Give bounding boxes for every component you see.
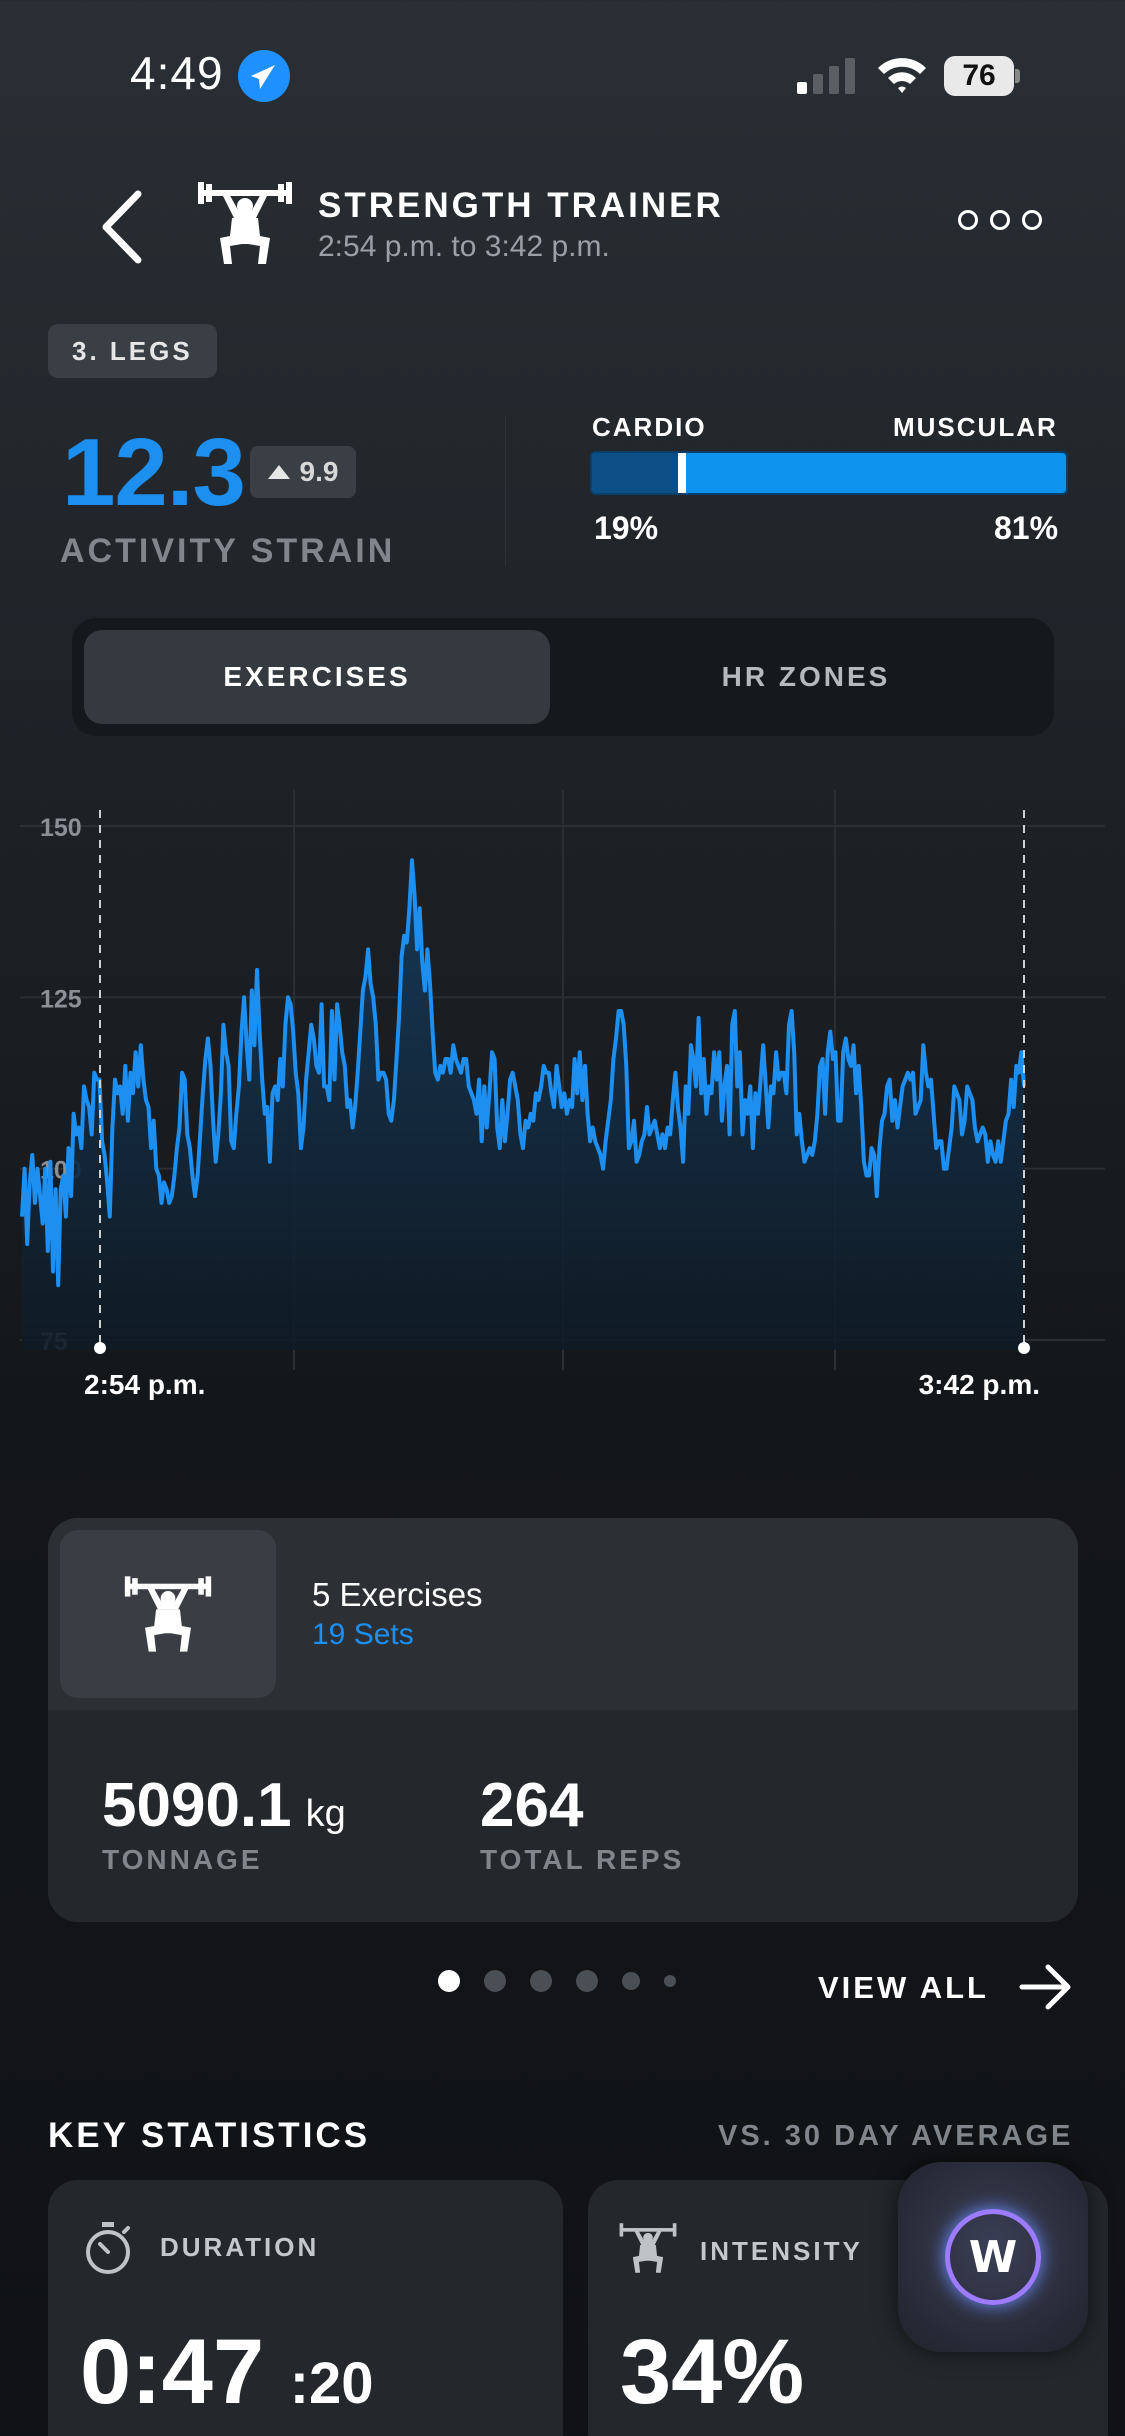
total-reps-value: 264 (480, 1771, 584, 1840)
page-indicator[interactable] (438, 1970, 676, 1992)
strain-delta-value: 9.9 (299, 456, 339, 487)
tonnage-label: TONNAGE (102, 1844, 263, 1875)
muscular-percentage: 81% (994, 510, 1059, 546)
tab-exercises[interactable]: EXERCISES (84, 630, 550, 724)
weightlifter-icon (124, 1576, 212, 1652)
page-dot[interactable] (664, 1975, 676, 1987)
hr-line (20, 858, 1026, 1288)
tonnage-unit: kg (305, 1793, 346, 1835)
cardio-muscular-bar (590, 451, 1068, 495)
intensity-value: 34% (620, 2321, 805, 2423)
battery-icon: 76 (944, 56, 1020, 96)
page-dot[interactable] (484, 1970, 506, 1992)
y-tick-label: 150 (40, 814, 82, 842)
more-options-icon[interactable] (958, 210, 1042, 230)
key-statistics-title: KEY STATISTICS (48, 2116, 371, 2155)
weightlifter-icon (619, 2223, 677, 2273)
strain-label: ACTIVITY STRAIN (60, 532, 396, 570)
stopwatch-icon (86, 2222, 130, 2274)
cardio-fill (592, 453, 683, 493)
tonnage-value: 5090.1 kg (102, 1770, 346, 1841)
tonnage-number: 5090.1 (102, 1771, 292, 1840)
page-dot[interactable] (530, 1970, 552, 1992)
up-triangle-icon (267, 465, 290, 479)
duration-main: 0:47 (80, 2321, 265, 2423)
cardio-percentage: 19% (594, 510, 659, 546)
sets-count: 19 Sets (312, 1618, 414, 1651)
duration-value: 0:47 :20 (80, 2320, 374, 2425)
x-label-start: 2:54 p.m. (84, 1369, 205, 1400)
strain-value: 12.3 (62, 419, 246, 526)
exercise-count: 5 Exercises (312, 1576, 483, 1613)
muscular-label: MUSCULAR (893, 412, 1058, 442)
whoop-logo-icon: W (945, 2209, 1041, 2305)
back-chevron-icon[interactable] (98, 190, 148, 264)
strain-delta-badge: 9.9 (250, 446, 356, 498)
page-dot[interactable] (622, 1972, 640, 1990)
hr-area (22, 860, 1024, 1350)
duration-label: DURATION (160, 2232, 320, 2262)
heart-rate-chart: 150125100752:54 p.m.3:42 p.m. (20, 790, 1105, 1400)
page-dot[interactable] (576, 1970, 598, 1992)
divider (505, 416, 506, 566)
tab-hr-zones[interactable]: HR ZONES (721, 661, 891, 692)
activity-title: STRENGTH TRAINER (318, 186, 724, 225)
arrow-right-icon[interactable] (1018, 1962, 1074, 2012)
weightlifter-icon (196, 180, 294, 266)
y-tick-label: 125 (40, 985, 82, 1013)
session-start-dot (94, 1342, 106, 1354)
comparison-label[interactable]: VS. 30 DAY AVERAGE (718, 2120, 1074, 2152)
page-dot[interactable] (438, 1970, 460, 1992)
cardio-label: CARDIO (592, 412, 707, 442)
location-arrow-icon (238, 50, 290, 102)
x-label-end: 3:42 p.m. (919, 1369, 1040, 1400)
duration-seconds: :20 (289, 2351, 374, 2416)
activity-time-range: 2:54 p.m. to 3:42 p.m. (318, 230, 610, 263)
workout-tag[interactable]: 3. LEGS (48, 324, 217, 378)
battery-level: 76 (944, 56, 1014, 96)
wifi-icon (876, 54, 928, 94)
duration-card[interactable]: DURATION 0:47 :20 (48, 2180, 563, 2436)
exercise-icon-box (60, 1530, 276, 1698)
exercises-card[interactable]: 5 Exercises 19 Sets 5090.1 kg TONNAGE 264… (48, 1518, 1078, 1922)
cellular-signal-icon (797, 58, 857, 94)
coach-button[interactable]: W (898, 2162, 1088, 2352)
intensity-label: INTENSITY (700, 2236, 863, 2266)
total-reps-label: TOTAL REPS (480, 1844, 685, 1875)
status-time: 4:49 (130, 47, 224, 99)
split-marker (678, 453, 687, 493)
view-all-link[interactable]: VIEW ALL (818, 1970, 989, 2005)
session-end-dot (1018, 1342, 1030, 1354)
